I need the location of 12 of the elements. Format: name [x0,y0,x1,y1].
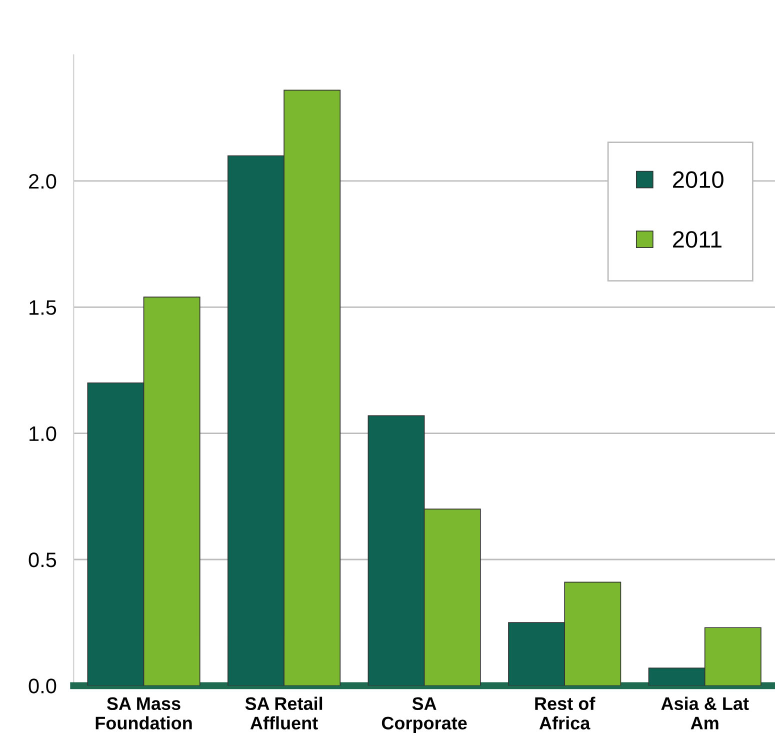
y-tick-label: 1.5 [30,300,56,315]
legend-label: 2011 [673,231,722,248]
y-tick-label: 1.0 [30,426,56,442]
x-tick-label: SA Retail Affluent [245,696,322,730]
x-tick-label: SA Mass Foundation [96,697,192,730]
x-tick-label: Asia & Lat Am [661,696,749,730]
y-tick-label: 0.5 [28,552,56,568]
y-tick-label: 2.0 [29,174,56,189]
x-tick-label: Rest of Africa [535,696,596,730]
x-tick-label: SA Corporate [382,697,467,734]
legend-label: 2010 [673,171,724,188]
y-tick-label: 0.0 [28,678,56,694]
